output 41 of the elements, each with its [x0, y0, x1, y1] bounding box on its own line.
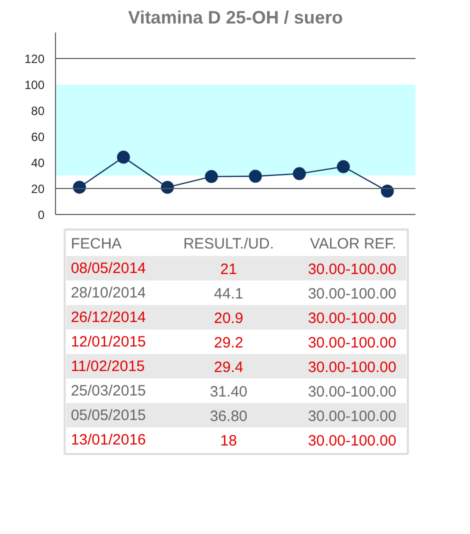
text: 25/03/2015 — [70, 382, 146, 400]
text: 29.2 — [214, 334, 244, 352]
y-tick-label: 0 — [38, 208, 45, 222]
point — [204, 170, 218, 184]
text: FECHA — [70, 235, 122, 252]
y-tick-label: 40 — [31, 156, 45, 170]
text: 08/05/2014 — [70, 260, 146, 277]
point — [248, 170, 262, 183]
text: 11/02/2015 — [70, 358, 145, 375]
y-tick-label: 80 — [31, 104, 45, 118]
text: 13/01/2016 — [70, 431, 146, 448]
text: RESULT./UD. — [183, 235, 274, 252]
text: 30.00-100.00 — [308, 358, 396, 376]
text: 30.00-100.00 — [308, 432, 396, 450]
text: 30.00-100.00 — [308, 260, 396, 278]
text: 36.80 — [210, 408, 248, 425]
y-tick-label: 120 — [24, 52, 45, 66]
point — [336, 160, 350, 174]
text: 30.00-100.00 — [308, 310, 396, 327]
text: 44.1 — [214, 285, 244, 302]
text: 12/01/2015 — [70, 333, 146, 350]
text: 30.00-100.00 — [308, 285, 396, 302]
text: 29.4 — [214, 358, 244, 376]
text: 26/12/2014 — [70, 308, 146, 326]
y-tick-label: 20 — [31, 182, 45, 196]
text: 30.00-100.00 — [308, 383, 396, 400]
text: 18 — [220, 432, 237, 450]
point — [292, 167, 306, 180]
y-tick-label: 100 — [24, 78, 45, 92]
text: 20.9 — [214, 310, 244, 327]
text: 30.00-100.00 — [308, 408, 396, 425]
chart-title: Vitamina D 25-OH / suero — [128, 8, 343, 28]
point — [116, 150, 130, 164]
text: 05/05/2015 — [70, 406, 146, 424]
text: 31.40 — [210, 383, 248, 400]
text: 21 — [220, 260, 237, 278]
point — [380, 184, 394, 198]
y-tick-label: 60 — [31, 130, 45, 144]
text: 28/10/2014 — [70, 284, 146, 302]
text: 30.00-100.00 — [308, 334, 396, 352]
text: VALOR REF. — [310, 235, 396, 252]
